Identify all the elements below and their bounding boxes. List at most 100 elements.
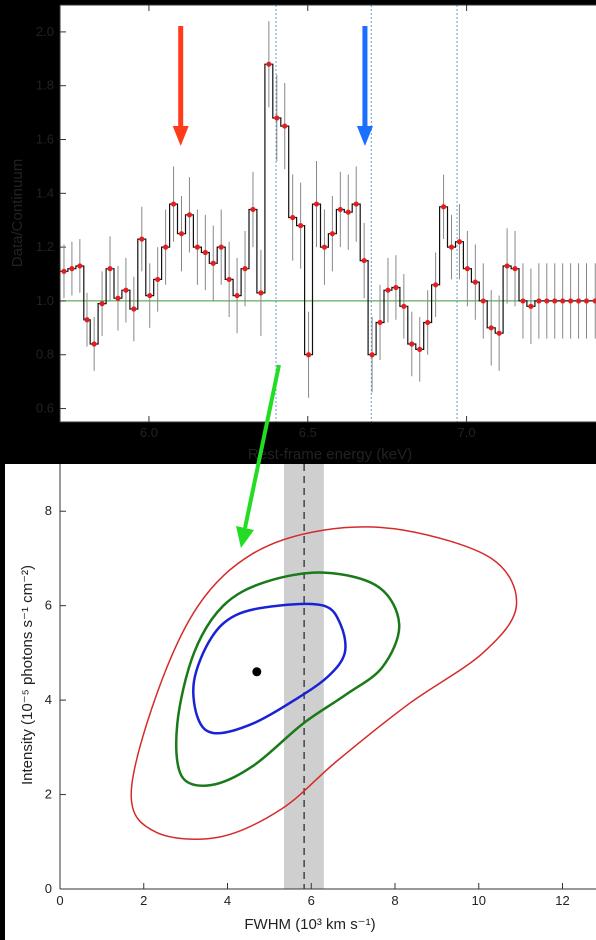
- data-point: [218, 244, 224, 250]
- data-point: [472, 279, 478, 285]
- data-point: [282, 123, 288, 129]
- data-point: [115, 295, 121, 301]
- bottom-ticks: 0 2 4 6 8 10 12 0 2 4 6 8: [45, 503, 570, 908]
- data-point: [258, 290, 264, 296]
- y-tick-label: 1.0: [36, 293, 54, 308]
- y-tick-label: 0.6: [36, 401, 54, 416]
- connector-arrow-head: [236, 526, 254, 548]
- data-point: [170, 201, 177, 207]
- data-point: [448, 244, 455, 250]
- data-point: [456, 239, 463, 245]
- data-point: [464, 266, 470, 272]
- data-point: [425, 319, 431, 326]
- data-point: [480, 298, 486, 304]
- top-points: [61, 61, 596, 358]
- data-point: [353, 201, 359, 207]
- top-plot-frame: [59, 4, 596, 423]
- data-point: [544, 298, 550, 304]
- data-point: [194, 244, 200, 250]
- x-tick-label: 6: [308, 893, 315, 908]
- data-point: [77, 263, 83, 269]
- x-tick-label: 6.0: [140, 425, 158, 440]
- contour-68pct: [192, 602, 347, 735]
- data-point: [186, 212, 193, 218]
- data-point: [61, 268, 67, 274]
- data-point: [337, 206, 343, 213]
- data-point: [329, 231, 335, 237]
- data-point: [393, 284, 399, 291]
- data-point: [536, 298, 542, 304]
- data-point: [107, 266, 113, 272]
- data-point: [123, 287, 129, 293]
- y-tick-label: 1.2: [36, 239, 54, 254]
- top-y-axis-label: Data/Continuum: [9, 159, 26, 267]
- data-point: [305, 352, 312, 358]
- data-point: [377, 319, 383, 326]
- data-point: [210, 260, 216, 266]
- data-point: [99, 301, 105, 307]
- x-tick-label: 6.5: [299, 425, 317, 440]
- y-tick-label: 4: [45, 692, 52, 707]
- y-tick-label: 0: [45, 881, 52, 896]
- data-point: [131, 306, 137, 312]
- data-point: [91, 341, 97, 347]
- confidence-contours: [130, 526, 518, 840]
- bottom-marks: [252, 667, 262, 677]
- y-tick-label: 2: [45, 787, 52, 802]
- data-point: [385, 287, 391, 293]
- data-point: [266, 61, 272, 67]
- y-tick-label: 0.8: [36, 347, 54, 362]
- top-arrows: [172, 26, 373, 146]
- data-point: [528, 303, 534, 309]
- data-point: [583, 298, 590, 304]
- data-point: [433, 282, 439, 288]
- data-point: [401, 303, 407, 309]
- data-point: [592, 298, 596, 304]
- y-tick-label: 1.6: [36, 132, 54, 147]
- y-tick-label: 6: [45, 598, 52, 613]
- data-point: [250, 206, 256, 213]
- data-point: [139, 236, 145, 242]
- data-point: [84, 317, 90, 323]
- y-tick-label: 1.8: [36, 78, 54, 93]
- data-point: [575, 298, 582, 304]
- data-point: [504, 263, 510, 269]
- data-point: [488, 325, 494, 331]
- data-point: [512, 266, 518, 272]
- fwhm-band: [284, 464, 324, 889]
- bottom-panel: 0 2 4 6 8 10 12 0 2 4 6 8 FWHM (10³ km s⁻¹) Intensi…: [5, 464, 596, 940]
- contour-90pct: [174, 571, 401, 787]
- data-point: [242, 266, 248, 272]
- feature-arrow-head: [356, 126, 373, 146]
- x-tick-label: 7.0: [458, 425, 476, 440]
- bottom-y-axis-label: Intensity (10⁻⁵ photons s⁻¹ cm⁻²): [19, 565, 36, 785]
- y-tick-label: 1.4: [36, 185, 54, 200]
- x-tick-label: 4: [224, 893, 231, 908]
- top-x-axis-label: Rest-frame energy (keV): [248, 446, 412, 463]
- data-point: [290, 214, 296, 221]
- bottom-x-axis-label: FWHM (10³ km s⁻¹): [244, 916, 375, 933]
- data-point: [568, 298, 574, 304]
- feature-arrow-head: [172, 126, 189, 146]
- y-tick-label: 2.0: [36, 24, 54, 39]
- data-point: [520, 298, 526, 304]
- data-point: [409, 341, 415, 347]
- best-fit-point: [252, 667, 262, 677]
- data-point: [234, 292, 240, 299]
- top-plot-background: [60, 5, 596, 422]
- data-point: [496, 330, 502, 336]
- top-panel: 6.0 6.5 7.0 0.6 0.8 1.0 1.2 1.4 1.6 1.8 2.0 Rest-f…: [9, 4, 596, 463]
- data-point: [69, 266, 75, 272]
- data-point: [274, 115, 280, 121]
- connector-arrow: [236, 364, 281, 548]
- data-point: [560, 298, 566, 304]
- x-tick-label: 0: [56, 893, 63, 908]
- data-point: [226, 276, 232, 283]
- x-tick-label: 12: [555, 893, 569, 908]
- data-point: [147, 292, 153, 299]
- data-point: [440, 204, 447, 210]
- data-point: [155, 276, 161, 283]
- data-point: [417, 346, 423, 352]
- data-point: [552, 298, 558, 304]
